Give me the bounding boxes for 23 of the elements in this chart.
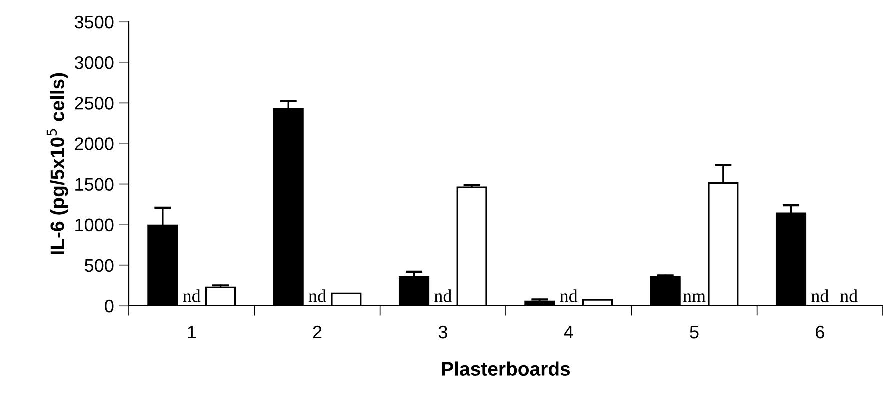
y-tick-label: 2500 (75, 97, 114, 110)
y-axis-title: IL-6 (pg/5x10$^{5}$ cells) (46, 73, 68, 254)
y-tick-label: 1000 (76, 218, 114, 232)
text: nd (840, 290, 858, 302)
text: nd (434, 290, 452, 302)
x-tick-label: 3 (438, 326, 448, 339)
x-tick-label: 2 (313, 326, 322, 339)
y-tick-label: 2000 (75, 138, 114, 150)
x-tick-label: 5 (690, 326, 699, 339)
text: nd (308, 290, 326, 302)
y-tick-label: 1500 (76, 178, 114, 192)
y-tick-label: 0 (105, 300, 114, 313)
text: nd (812, 290, 829, 302)
x-tick-label: 1 (188, 326, 196, 339)
y-tick-label: 500 (85, 259, 114, 272)
text: nm (683, 294, 706, 302)
y-tick-label: 3000 (74, 56, 114, 70)
x-tick-label: 4 (564, 326, 574, 339)
x-tick-label: 6 (816, 326, 824, 339)
text: nd (183, 290, 201, 302)
y-tick-label: 3500 (74, 16, 114, 29)
x-axis-title: Plasterboards (442, 362, 570, 376)
text: nd (560, 290, 578, 302)
